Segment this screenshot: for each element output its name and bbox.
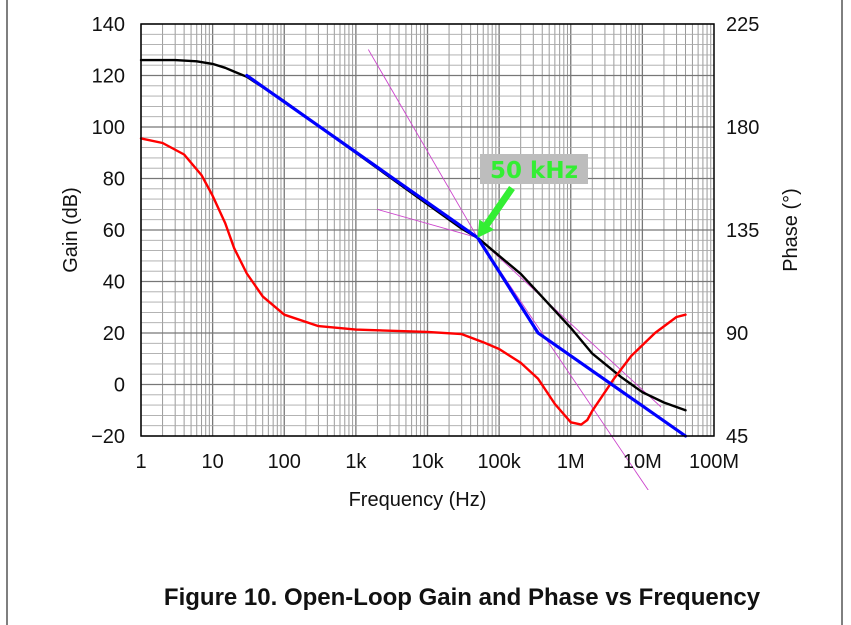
x-tick-label: 100k bbox=[477, 451, 521, 473]
x-tick-label: 1 bbox=[135, 451, 146, 473]
x-tick-label: 1k bbox=[345, 451, 367, 473]
x-tick-label: 10k bbox=[411, 451, 444, 473]
annotation-box bbox=[480, 154, 588, 184]
y2-tick-label: 45 bbox=[726, 426, 748, 448]
y-tick-label: 0 bbox=[114, 375, 125, 397]
y-tick-label: 120 bbox=[92, 66, 125, 88]
annotation-50khz: 50 kHz bbox=[477, 154, 588, 238]
x-tick-label: 10M bbox=[623, 451, 662, 473]
y2-tick-label: 135 bbox=[726, 220, 759, 242]
series-gain bbox=[139, 58, 687, 412]
y2-tick-label: 225 bbox=[726, 14, 759, 36]
x-axis-label: Frequency (Hz) bbox=[349, 489, 487, 511]
plot-frame bbox=[140, 23, 715, 437]
y-axis-label: Gain (dB) bbox=[60, 187, 82, 273]
y-tick-label: 80 bbox=[103, 169, 125, 191]
series-phase bbox=[139, 137, 687, 426]
x-tick-label: 1M bbox=[557, 451, 585, 473]
annotation-arrow bbox=[477, 186, 515, 238]
series-gain-asymptote bbox=[245, 73, 688, 438]
y2-tick-label: 90 bbox=[726, 323, 748, 345]
y-tick-label: 60 bbox=[103, 220, 125, 242]
plot-grid bbox=[140, 23, 714, 437]
y-tick-label: −20 bbox=[91, 426, 125, 448]
y-tick-label: 140 bbox=[92, 14, 125, 36]
y-tick-label: 40 bbox=[103, 272, 125, 294]
x-tick-label: 100 bbox=[268, 451, 301, 473]
annotation-label: 50 kHz bbox=[490, 158, 578, 184]
y2-axis-label: Phase (°) bbox=[780, 188, 802, 272]
tick-labels: 1 10 100 1k 10k 100k 1M 10M 100M −20 0 20 40 60 80 100 1… bbox=[91, 14, 759, 473]
x-tick-label: 100M bbox=[689, 451, 739, 473]
x-tick-label: 10 bbox=[202, 451, 224, 473]
page-border bbox=[6, 0, 843, 625]
y-tick-label: 100 bbox=[92, 117, 125, 139]
figure-caption: Figure 10. Open-Loop Gain and Phase vs F… bbox=[164, 584, 761, 611]
y2-tick-label: 180 bbox=[726, 117, 759, 139]
y-tick-label: 20 bbox=[103, 323, 125, 345]
